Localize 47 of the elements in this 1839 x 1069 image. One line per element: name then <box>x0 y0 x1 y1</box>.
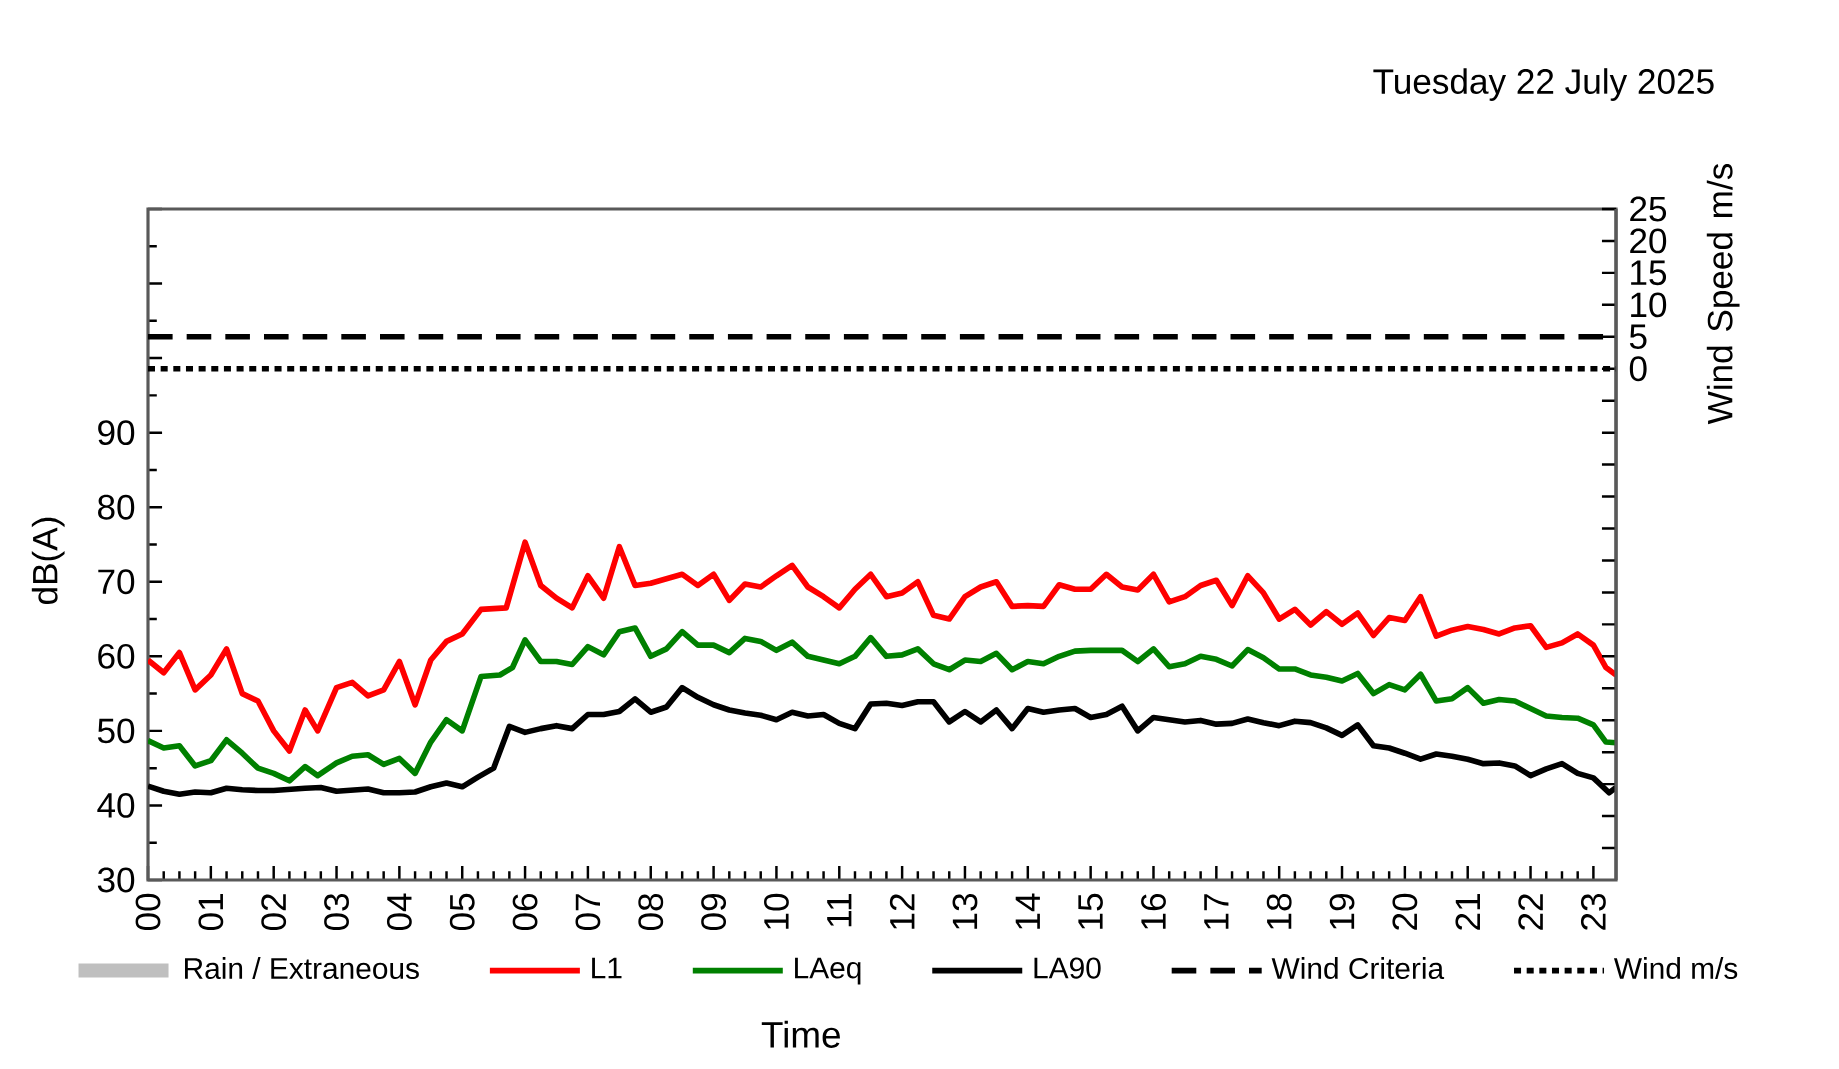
x-tick-label: 01 <box>198 894 224 931</box>
x-tick-label: 14 <box>1015 893 1040 929</box>
y-tick-label: 30 <box>97 867 135 893</box>
x-tick-label: 17 <box>1204 894 1229 929</box>
x-tick-label: 09 <box>701 894 727 931</box>
y-axis-title: dB(A) <box>31 517 65 605</box>
x-tick-label: 20 <box>1392 893 1418 930</box>
y2-tick-label: 5 <box>1629 324 1647 350</box>
x-tick-label: 16 <box>1141 893 1166 929</box>
x-tick-label: 13 <box>952 893 978 929</box>
x-tick-label: 18 <box>1266 893 1292 929</box>
y2-tick-label: 0 <box>1629 356 1647 382</box>
x-tick-label: 19 <box>1329 894 1355 929</box>
x-tick-label: 03 <box>324 893 349 931</box>
y2-tick-label: 15 <box>1631 260 1667 286</box>
legend-label: LA90 <box>1034 957 1101 979</box>
y-tick-label: 80 <box>98 494 135 520</box>
legend-label: Rain / Extraneous <box>185 957 419 980</box>
legend-label: L1 <box>592 957 622 979</box>
x-tick-label: 07 <box>575 894 601 931</box>
x-tick-label: 04 <box>386 893 412 931</box>
x-tick-label: 15 <box>1078 893 1103 929</box>
y-tick-label: 50 <box>97 718 135 744</box>
y2-tick-label: 25 <box>1630 196 1667 222</box>
x-tick-label: 12 <box>889 894 915 929</box>
y-tick-label: 70 <box>98 569 135 595</box>
x-axis-title: Time <box>761 1020 840 1048</box>
y2-tick-label: 20 <box>1630 228 1667 254</box>
legend-label: Wind Criteria <box>1271 957 1445 980</box>
x-tick-label: 08 <box>638 893 664 931</box>
x-tick-label: 00 <box>135 893 161 931</box>
y2-tick-label: 10 <box>1631 292 1667 318</box>
x-tick-label: 06 <box>512 893 538 931</box>
legend-label: Wind m/s <box>1613 957 1738 980</box>
x-tick-label: 22 <box>1518 894 1543 930</box>
y-tick-label: 90 <box>98 420 135 446</box>
legend-label: LAeq <box>795 957 861 985</box>
y-tick-label: 60 <box>98 643 135 669</box>
x-tick-label: 11 <box>827 894 852 927</box>
chart-title: Tuesday 22 July 2025 <box>1373 68 1714 101</box>
y2-axis-title: Wind Speed m/s <box>1706 163 1740 425</box>
x-tick-label: 05 <box>449 893 475 931</box>
x-tick-label: 23 <box>1580 893 1606 930</box>
x-tick-label: 21 <box>1455 894 1480 930</box>
x-tick-label: 02 <box>261 894 287 931</box>
y-tick-label: 40 <box>97 793 135 818</box>
x-tick-label: 10 <box>764 893 789 929</box>
